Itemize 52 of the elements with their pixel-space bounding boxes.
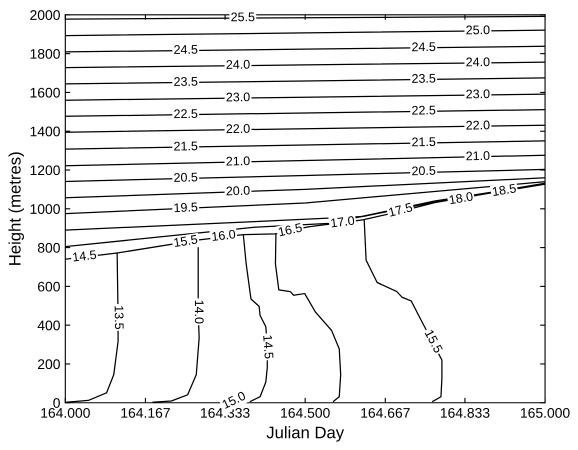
annotation: 24.0	[226, 60, 250, 69]
y-tick-label: 800	[38, 242, 60, 253]
annotation: 21.0	[466, 151, 490, 160]
x-axis-title: Julian Day	[266, 426, 344, 442]
annotation: 23.0	[466, 89, 490, 98]
y-tick-label: 1800	[30, 48, 60, 59]
x-tick-label: 164.333	[201, 408, 250, 418]
x-tick-label: 164.667	[361, 408, 410, 418]
y-tick-label: 600	[38, 282, 60, 292]
annotation: 25.0	[466, 25, 490, 34]
annotation: 24.5	[174, 44, 198, 54]
annotation: 21.5	[412, 137, 436, 146]
annotation: 25.5	[231, 12, 254, 22]
x-tick-label: 164.500	[281, 408, 330, 418]
annotation: 15.5	[424, 329, 443, 354]
annotation: 17.0	[330, 216, 355, 228]
x-tick-label: 164.167	[121, 408, 170, 418]
annotation: 15.0	[222, 390, 246, 409]
annotation: 24.5	[412, 42, 436, 52]
annotation: 19.5	[174, 202, 198, 212]
annotation: 22.5	[174, 109, 198, 118]
annotation: 16.0	[212, 229, 236, 242]
y-tick-label: 1400	[30, 126, 60, 136]
y-tick-label: 0	[53, 398, 60, 408]
annotation: 23.0	[226, 92, 250, 102]
annotation: 15.5	[174, 234, 198, 248]
annotation: 18.5	[492, 184, 516, 196]
annotation: 20.5	[412, 166, 436, 176]
annotation: 24.0	[466, 57, 490, 66]
x-tick-label: 165.000	[521, 408, 570, 418]
y-tick-label: 1000	[30, 204, 60, 214]
annotation: 23.5	[412, 74, 436, 83]
x-tick-label: 164.000	[41, 408, 90, 418]
annotation: 22.0	[466, 120, 490, 130]
annotation: 23.5	[174, 76, 198, 86]
annotation: 14.5	[263, 335, 274, 359]
x-tick-label: 164.833	[440, 408, 490, 418]
annotation: 20.0	[226, 186, 250, 196]
y-tick-label: 1200	[30, 165, 60, 176]
y-tick-label: 200	[38, 359, 60, 370]
annotation: 21.5	[174, 141, 198, 151]
y-axis-title: Height (metres)	[8, 152, 24, 265]
y-tick-label: 1600	[30, 88, 60, 98]
annotation: 18.0	[449, 192, 474, 204]
y-tick-label: 400	[38, 320, 60, 330]
y-tick-label: 2000	[30, 10, 60, 20]
annotation: 21.0	[226, 156, 250, 166]
annotation: 22.5	[412, 106, 436, 115]
annotation: 22.0	[226, 124, 250, 134]
annotation: 14.5	[72, 250, 96, 262]
annotation: 16.5	[278, 222, 302, 236]
annotation: 20.5	[174, 172, 198, 182]
